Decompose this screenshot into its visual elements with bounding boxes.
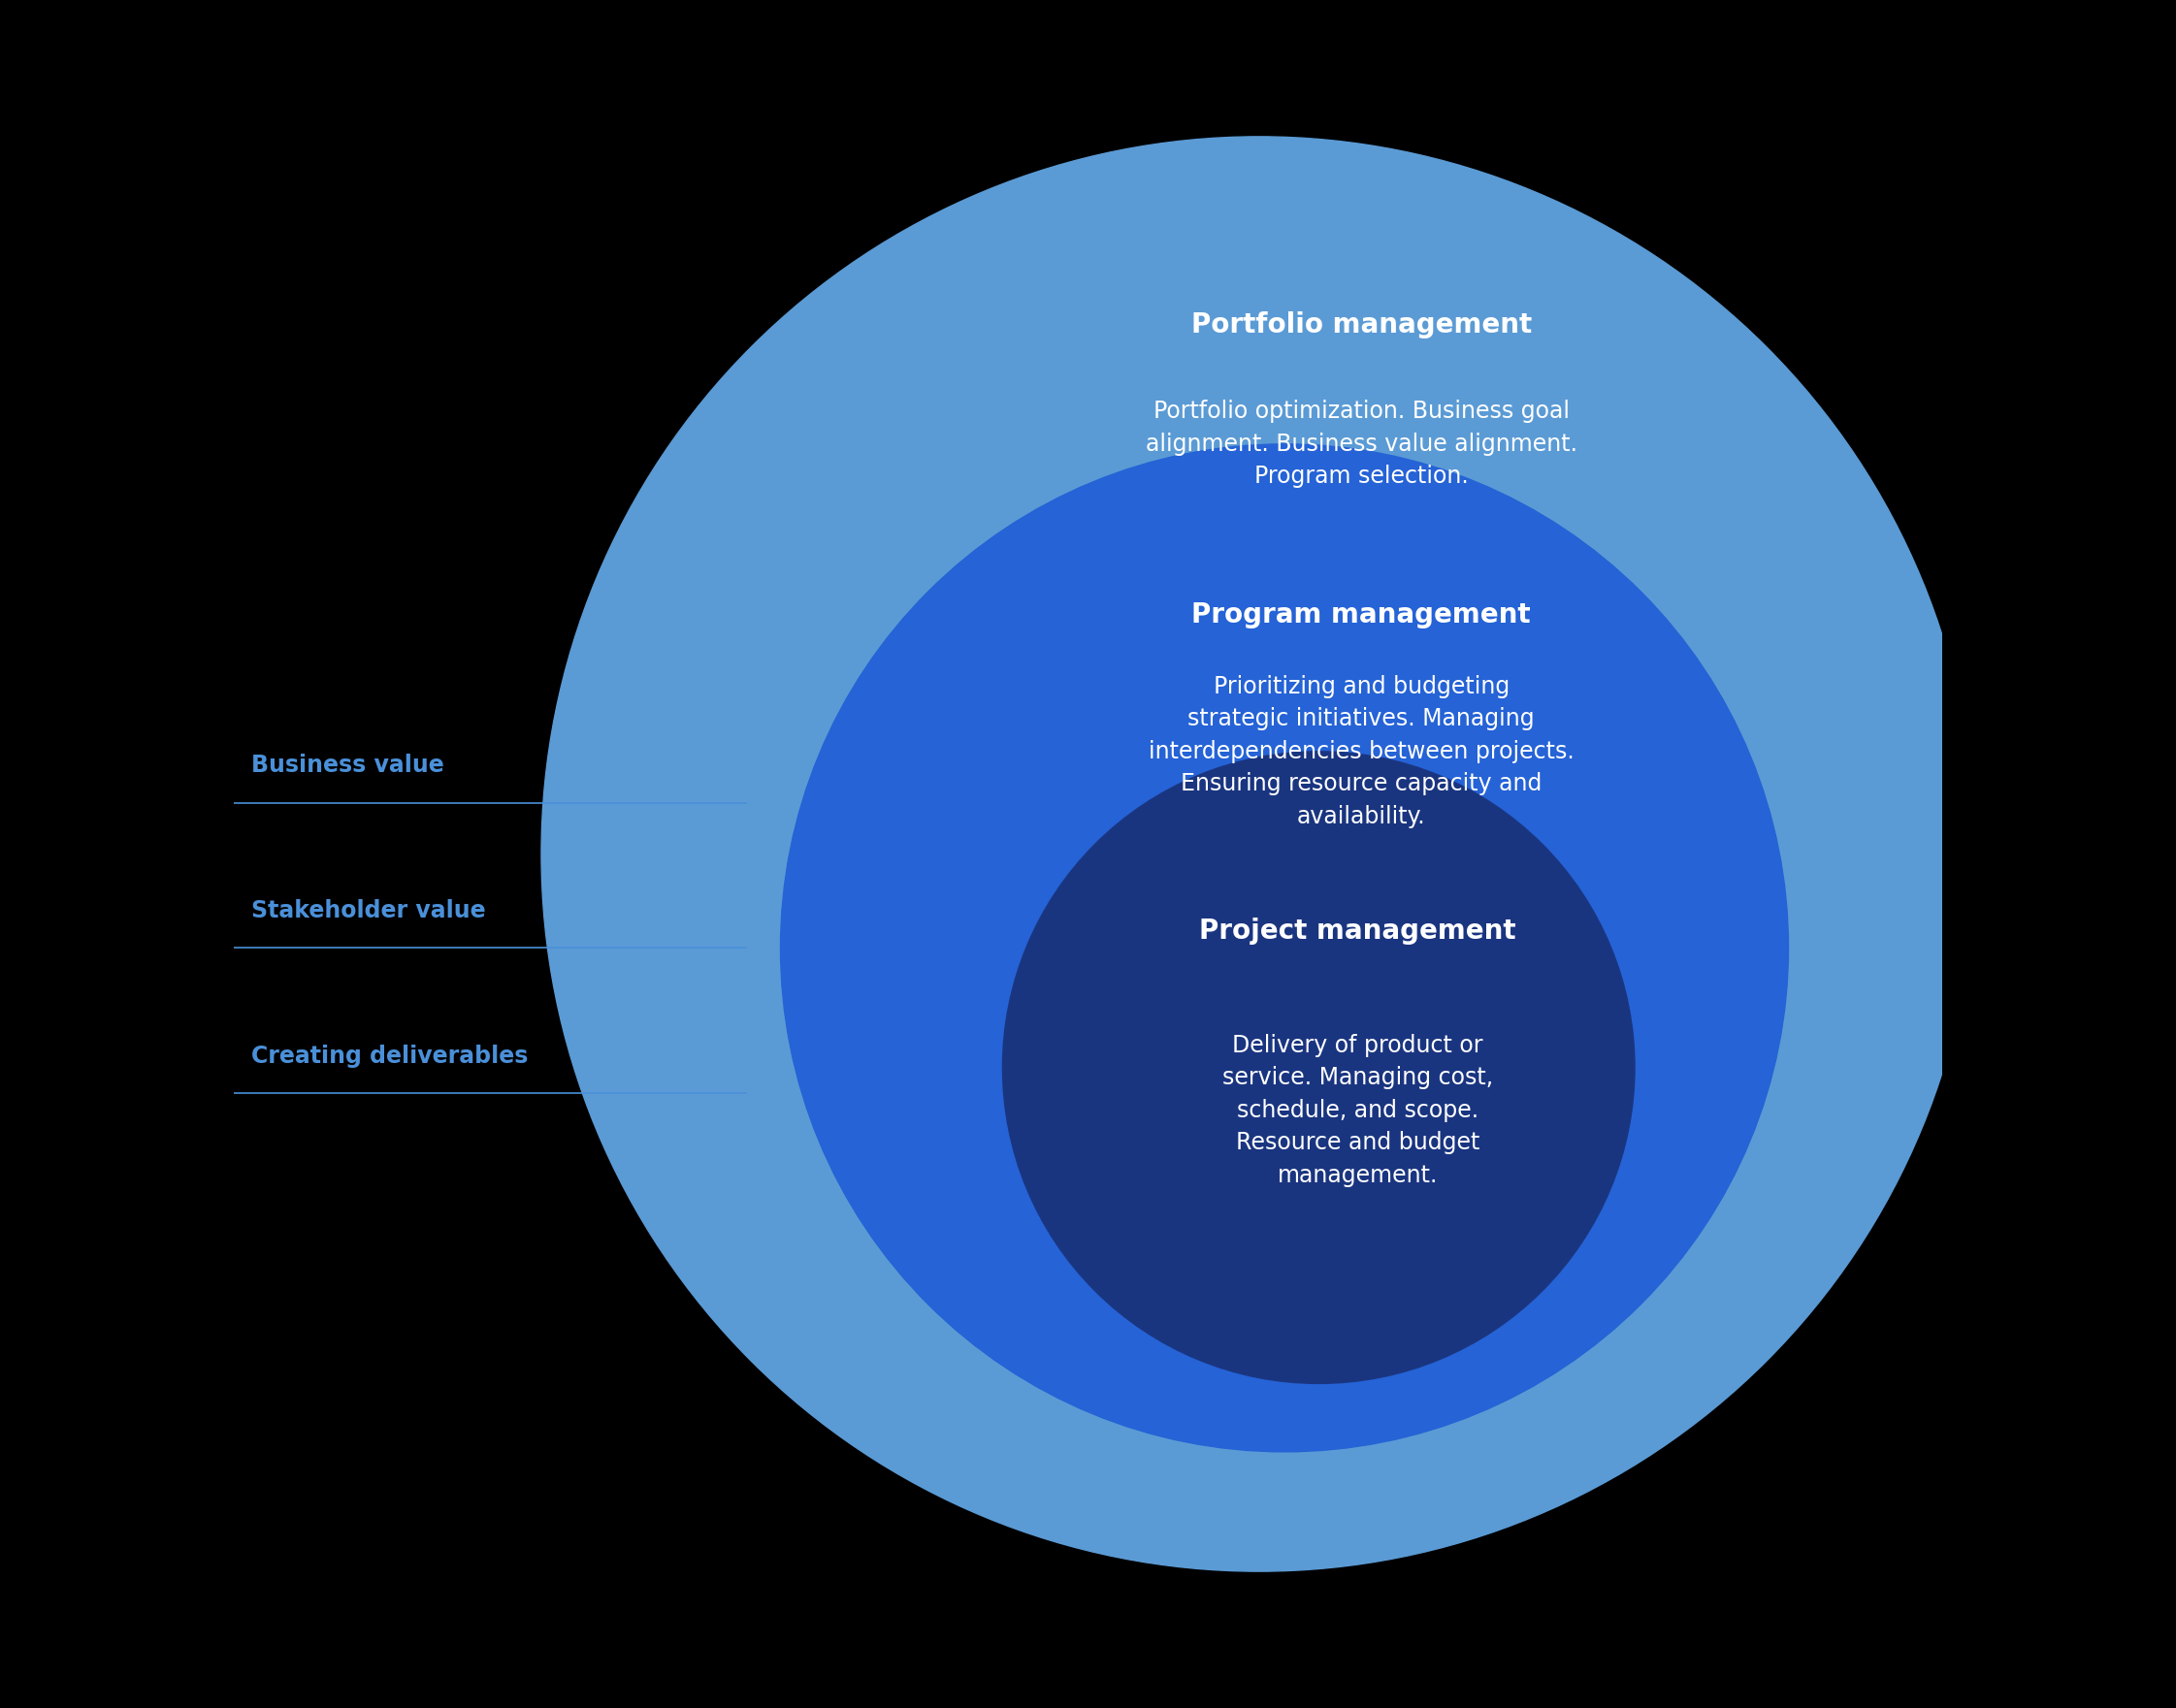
Text: Prioritizing and budgeting
strategic initiatives. Managing
interdependencies bet: Prioritizing and budgeting strategic ini… (1149, 675, 1573, 828)
Text: Stakeholder value: Stakeholder value (250, 898, 485, 922)
Text: Delivery of product or
service. Managing cost,
schedule, and scope.
Resource and: Delivery of product or service. Managing… (1223, 1033, 1493, 1187)
Circle shape (542, 137, 1976, 1571)
Circle shape (1003, 752, 1634, 1383)
Text: Creating deliverables: Creating deliverables (250, 1044, 529, 1068)
Circle shape (781, 444, 1789, 1452)
Text: Business value: Business value (250, 753, 444, 777)
Text: Program management: Program management (1192, 601, 1532, 629)
Text: Portfolio optimization. Business goal
alignment. Business value alignment.
Progr: Portfolio optimization. Business goal al… (1145, 400, 1578, 488)
Text: Portfolio management: Portfolio management (1190, 311, 1532, 338)
Text: Project management: Project management (1199, 917, 1517, 945)
